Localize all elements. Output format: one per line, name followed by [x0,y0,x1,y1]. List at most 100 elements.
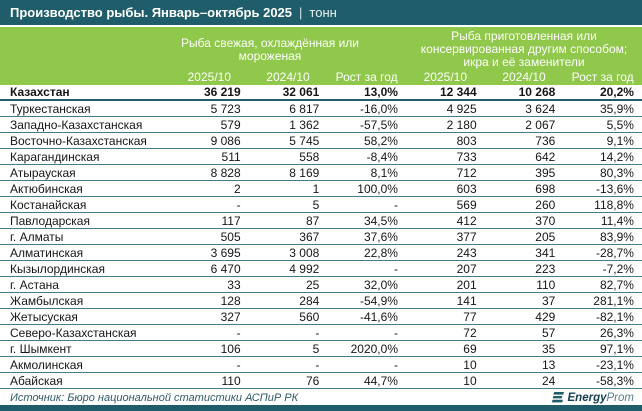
column-header-5: Рост за год [571,70,634,84]
value-cell: -16,0% [359,101,398,116]
column-header-1: 2024/10 [266,70,310,84]
value-cell: 579 [220,117,241,132]
bottom-bar [0,405,642,411]
value-cell: 558 [299,149,320,164]
value-cell: 76 [305,373,320,388]
value-cell: 5 723 [210,101,241,116]
value-cell: 5 745 [289,133,320,148]
region-name: Алматинская [10,245,84,260]
value-cell: -8,4% [366,149,398,164]
value-cell: 560 [299,309,320,324]
value-cell: 5 [312,197,320,212]
title-unit: тонн [309,5,337,20]
value-cell: -58,3% [595,373,634,388]
table-row: Карагандинская 511 558 -8,4% 733 642 14,2% [0,149,642,165]
value-cell: 377 [456,229,477,244]
value-cell: 32,0% [363,277,398,292]
table-row: Костанайская - 5 - 569 260 118,8% [0,197,642,213]
table-row: Абайская 110 76 44,7% 10 24 -58,3% [0,373,642,389]
value-cell: 395 [535,165,556,180]
title-bar: Производство рыбы. Январь–октябрь 2025 |… [0,0,642,25]
value-cell: 22,8% [363,245,398,260]
energyprom-logo: EnergyProm [551,392,634,404]
value-cell: 736 [535,133,556,148]
group-header-fresh: Рыба свежая, охлаждённая или мороженая [170,29,406,70]
value-cell: 72 [463,325,477,340]
value-cell: 4 925 [446,101,477,116]
value-cell: 100,0% [357,181,398,196]
value-cell: 12 344 [439,85,477,99]
value-cell: 2 [233,181,241,196]
table-row: г. Астана 33 25 32,0% 201 110 82,7% [0,277,642,293]
value-cell: 118,8% [594,197,634,212]
group-header-prepared: Рыба приготовленная или консервированная… [420,29,628,69]
value-cell: 77 [463,309,477,324]
table-row: г. Шымкент 106 5 2020,0% 69 35 97,1% [0,341,642,357]
value-cell: 603 [456,181,477,196]
value-cell: - [393,325,398,340]
value-cell: 207 [456,261,477,276]
group-header-fresh-label: Рыба свежая, охлаждённая или мороженая [181,35,359,63]
value-cell: 243 [456,245,477,260]
value-cell: 327 [220,309,241,324]
value-cell: 1 [312,181,320,196]
value-cell: 4 992 [289,261,320,276]
value-cell: 14,2% [599,149,634,164]
region-name: Кызылординская [10,261,105,276]
region-name: Западно-Казахстанская [10,117,143,132]
column-header-3: 2025/10 [423,70,468,84]
region-name: Атырауская [10,165,76,180]
table-row: Акмолинская - - - 10 13 -23,1% [0,357,642,373]
value-cell: 370 [535,213,556,228]
value-cell: 8 169 [289,165,320,180]
value-cell: 201 [456,277,477,292]
value-cell: 141 [456,293,477,308]
value-cell: 97,1% [599,341,634,356]
region-name: Абайская [10,373,63,388]
value-cell: 10 [463,357,477,372]
value-cell: 13 [541,357,556,372]
value-cell: 110 [221,373,241,388]
region-name: Восточно-Казахстанская [10,133,147,148]
value-cell: 117 [221,213,241,228]
value-cell: 5,5% [606,117,634,132]
value-cell: 205 [535,229,556,244]
column-header-row: 2025/10 2024/10 Рост за год 2025/10 2024/10 Р… [0,70,642,85]
value-cell: 803 [456,133,477,148]
value-cell: -23,1% [595,357,634,372]
value-cell: -7,2% [602,261,634,276]
value-cell: 9 086 [210,133,241,148]
table-row: Актюбинская 2 1 100,0% 603 698 -13,6% [0,181,642,197]
region-name: г. Астана [10,277,59,292]
value-cell: 223 [535,261,556,276]
value-cell: 13,0% [363,85,398,99]
value-cell: 106 [220,341,241,356]
table-header: Рыба свежая, охлаждённая или мороженая Р… [0,27,642,85]
value-cell: 511 [221,149,241,164]
region-name: Северо-Казахстанская [10,325,137,340]
value-cell: 712 [456,165,477,180]
table-row: Казахстан 36 219 32 061 13,0% 12 344 10 268 20… [0,85,642,101]
value-cell: 341 [535,245,556,260]
region-name: Жетысуская [10,309,78,324]
value-cell: 260 [535,197,556,212]
value-cell: -13,6% [595,181,634,196]
region-name: г. Алматы [10,229,64,244]
value-cell: 80,3% [599,165,634,180]
value-cell: 3 624 [525,101,556,116]
column-header-2: Рост за год [335,70,398,84]
logo-text-prom: Prom [606,391,634,404]
energyprom-logo-icon [551,392,564,403]
value-cell: 6 817 [289,101,320,116]
title-gap [0,25,642,27]
value-cell: 642 [535,149,556,164]
value-cell: - [236,197,241,212]
value-cell: -54,9% [359,293,398,308]
value-cell: -28,7% [595,245,634,260]
value-cell: 33 [227,277,241,292]
region-name: Туркестанская [10,101,91,116]
value-cell: 35 [541,341,556,356]
value-cell: 1 362 [289,117,320,132]
value-cell: 35,9% [599,101,634,116]
